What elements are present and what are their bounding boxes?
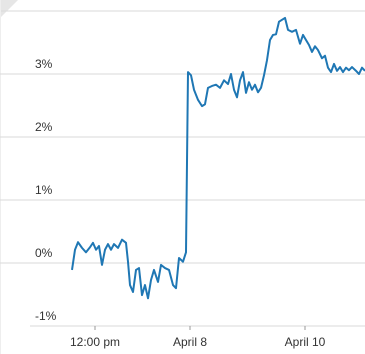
y-tick-label: 0% (35, 246, 53, 260)
y-tick-label: 1% (35, 183, 53, 197)
y-tick-label: -1% (35, 309, 57, 323)
x-tick-label: April 10 (285, 335, 326, 349)
y-tick-label: 2% (35, 120, 53, 134)
y-tick-label: 3% (35, 57, 53, 71)
corner-decoration (0, 0, 18, 18)
x-tick-label: April 8 (173, 335, 207, 349)
x-tick-label: 12:00 pm (70, 335, 120, 349)
line-series (71, 16, 365, 300)
